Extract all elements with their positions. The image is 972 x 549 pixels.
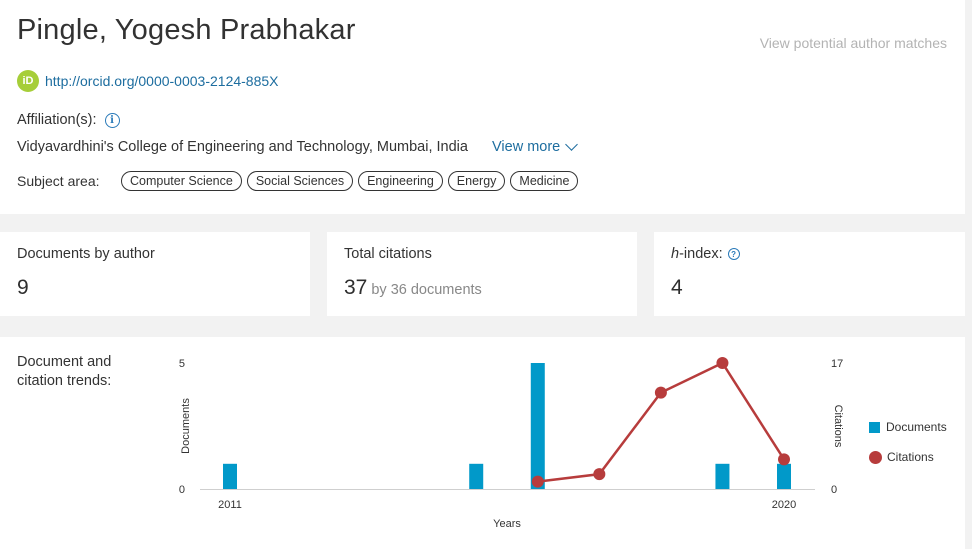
hindex-metric-card[interactable]: h-index:? 4 bbox=[654, 232, 965, 316]
affiliation-label-text: Affiliation(s): bbox=[17, 112, 97, 128]
subject-area-tags: Computer Science Social Sciences Enginee… bbox=[121, 171, 579, 191]
subject-tag[interactable]: Computer Science bbox=[121, 171, 242, 191]
documents-legend-swatch bbox=[869, 421, 880, 433]
chart-legend: Documents Citations bbox=[869, 417, 947, 477]
citations-line bbox=[537, 361, 786, 483]
affiliation-text: Vidyavardhini's College of Engineering a… bbox=[17, 139, 468, 155]
hindex-label-rest: -index: bbox=[679, 246, 723, 262]
author-name: Pingle, Yogesh Prabhakar bbox=[17, 14, 356, 46]
x-tick-label: 2011 bbox=[218, 499, 242, 511]
documents-metric-card[interactable]: Documents by author 9 bbox=[0, 232, 310, 316]
author-profile-card: Pingle, Yogesh Prabhakar View potential … bbox=[0, 0, 965, 214]
citation-point bbox=[716, 357, 729, 369]
legend-citations-label: Citations bbox=[887, 450, 934, 464]
subject-tag[interactable]: Energy bbox=[447, 171, 506, 191]
document-bar bbox=[223, 463, 237, 489]
document-bar bbox=[469, 463, 484, 489]
citation-point bbox=[654, 386, 667, 399]
citation-point bbox=[778, 453, 790, 466]
subject-area-label: Subject area: bbox=[17, 173, 100, 189]
document-bar bbox=[777, 463, 791, 489]
trends-label: Document and citation trends: bbox=[17, 354, 112, 389]
y-left-tick-label: 5 bbox=[179, 358, 185, 370]
x-tick-label: 2020 bbox=[772, 499, 796, 511]
subject-tag[interactable]: Social Sciences bbox=[246, 171, 354, 191]
help-icon[interactable]: ? bbox=[727, 248, 740, 261]
citations-label: Total citations bbox=[344, 246, 432, 262]
document-bar bbox=[530, 363, 545, 489]
citations-sub: by 36 documents bbox=[371, 282, 482, 298]
info-icon[interactable]: i bbox=[104, 112, 120, 128]
x-axis-title: Years bbox=[493, 518, 521, 530]
legend-item-citations[interactable]: Citations bbox=[869, 447, 947, 467]
subject-tag[interactable]: Medicine bbox=[510, 171, 579, 191]
document-bar bbox=[715, 463, 730, 489]
y-right-tick-label: 17 bbox=[831, 358, 843, 370]
citations-legend-swatch bbox=[869, 450, 882, 464]
orcid-link[interactable]: http://orcid.org/0000-0003-2124-885X bbox=[45, 73, 279, 89]
orcid-row: iD http://orcid.org/0000-0003-2124-885X bbox=[17, 70, 279, 92]
trends-chart: 0 5 0 17 Documents Citations Years 2011 2020 bbox=[179, 357, 844, 530]
y-left-axis-title: Documents bbox=[180, 398, 192, 454]
view-more-label: View more bbox=[492, 139, 561, 155]
legend-documents-label: Documents bbox=[886, 420, 947, 434]
citation-point bbox=[593, 468, 606, 481]
citations-value-row: 37 by 36 documents bbox=[344, 276, 482, 300]
affiliation-label: Affiliation(s): i bbox=[17, 112, 120, 128]
subject-tag[interactable]: Engineering bbox=[358, 171, 443, 191]
hindex-label-h: h bbox=[671, 246, 680, 262]
y-left-tick-label: 0 bbox=[179, 484, 185, 496]
citations-metric-card[interactable]: Total citations 37 by 36 documents bbox=[327, 232, 637, 316]
legend-item-documents[interactable]: Documents bbox=[869, 417, 947, 437]
documents-value: 9 bbox=[17, 276, 29, 299]
potential-author-matches-link[interactable]: View potential author matches bbox=[759, 35, 947, 51]
citations-value: 37 bbox=[344, 276, 368, 299]
y-right-axis-title: Citations bbox=[832, 405, 844, 448]
view-more-button[interactable]: View more bbox=[492, 138, 579, 155]
documents-label: Documents by author bbox=[17, 246, 155, 262]
citation-point bbox=[531, 475, 544, 488]
hindex-label: h-index:? bbox=[671, 246, 740, 262]
hindex-value: 4 bbox=[671, 276, 683, 299]
orcid-icon: iD bbox=[17, 70, 39, 92]
trends-card: Document and citation trends: 0 5 0 17 Docum… bbox=[0, 337, 965, 549]
chevron-down-icon bbox=[565, 138, 579, 151]
y-right-tick-label: 0 bbox=[831, 484, 837, 496]
